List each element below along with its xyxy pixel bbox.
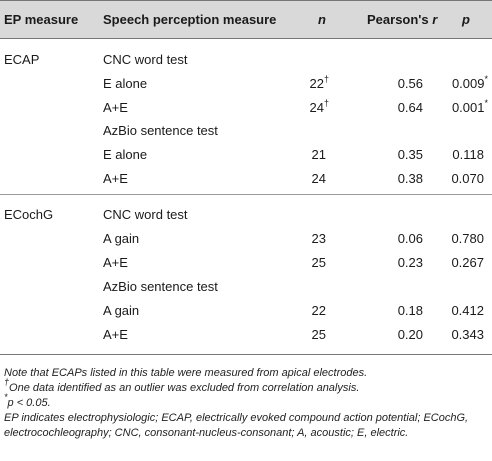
p-value-cell: 0.118: [430, 147, 484, 163]
speech-measure-cell: E alone: [103, 76, 148, 91]
ep-measure-cell: ECochG: [4, 207, 54, 222]
p-value-cell: 0.412: [430, 303, 484, 319]
p-value-cell: 0.001*: [430, 98, 488, 116]
p-value-cell: 0.070: [430, 171, 484, 187]
p-value: 0.267: [451, 255, 484, 270]
pearsons-r-cell: 0.35: [397, 147, 423, 162]
speech-measure-cell: A+E: [103, 100, 128, 115]
dagger-mark: †: [323, 98, 329, 108]
n-value: 24: [311, 171, 326, 186]
n-value: 24: [309, 100, 324, 115]
n-value: 22: [311, 303, 326, 318]
section-divider: [0, 194, 492, 195]
asterisk-mark: *: [484, 98, 488, 108]
speech-measure-cell: A+E: [103, 327, 128, 342]
header-r-variable: r: [432, 12, 438, 27]
n-value: 25: [311, 255, 326, 270]
p-value: 0.343: [451, 327, 484, 342]
table-bottom-rule: [0, 354, 492, 355]
footnote-apical: Note that ECAPs listed in this table wer…: [4, 367, 368, 379]
p-value: 0.009: [451, 76, 485, 91]
asterisk-mark: *: [4, 392, 8, 402]
pearsons-r-cell: 0.06: [397, 231, 423, 246]
n-cell: 25: [280, 327, 326, 343]
header-p: p: [462, 12, 470, 27]
header-n: n: [318, 12, 326, 27]
n-cell: 24†: [280, 98, 329, 116]
pearsons-r-cell: 0.23: [397, 255, 423, 270]
header-ep-measure: EP measure: [4, 12, 79, 27]
pearsons-r-cell: 0.38: [397, 171, 423, 186]
p-value: 0.001: [451, 100, 485, 115]
n-cell: 22: [280, 303, 326, 319]
header-pearsons-r: Pearson's r: [367, 12, 437, 28]
speech-measure-cell: A+E: [103, 171, 128, 186]
pearsons-r-cell: 0.64: [397, 100, 423, 115]
p-value-cell: 0.267: [430, 255, 484, 271]
pearsons-r-cell: 0.56: [397, 76, 423, 91]
p-value-cell: 0.780: [430, 231, 484, 247]
p-value: 0.780: [451, 231, 484, 246]
dagger-mark: †: [323, 74, 329, 84]
n-value: 21: [311, 147, 326, 162]
p-value-cell: 0.343: [430, 327, 484, 343]
pearsons-r-cell: 0.20: [397, 327, 423, 342]
speech-measure-cell: AzBio sentence test: [103, 123, 218, 138]
n-value: 25: [311, 327, 326, 342]
p-value: 0.070: [451, 171, 484, 186]
header-speech-measure: Speech perception measure: [103, 12, 277, 27]
speech-measure-cell: CNC word test: [103, 52, 188, 67]
pearsons-r-cell: 0.18: [397, 303, 423, 318]
n-cell: 23: [280, 231, 326, 247]
n-value: 22: [309, 76, 324, 91]
footnote-outlier-text: One data identified as an outlier was ex…: [9, 382, 360, 394]
ep-measure-cell: ECAP: [4, 52, 40, 67]
footnote-abbreviations: EP indicates electrophysiologic; ECAP, e…: [4, 412, 469, 439]
speech-measure-cell: E alone: [103, 147, 148, 162]
n-cell: 25: [280, 255, 326, 271]
speech-measure-cell: A gain: [103, 231, 140, 246]
p-value-cell: 0.009*: [430, 74, 488, 92]
n-cell: 24: [280, 171, 326, 187]
speech-measure-cell: A gain: [103, 303, 140, 318]
n-value: 23: [311, 231, 326, 246]
n-cell: 22†: [280, 74, 329, 92]
speech-measure-cell: CNC word test: [103, 207, 188, 222]
p-value: 0.412: [451, 303, 484, 318]
footnote-significance-text: p < 0.05.: [7, 397, 51, 409]
asterisk-mark: *: [484, 74, 488, 84]
footnote-significance: *p < 0.05.: [4, 393, 490, 411]
speech-measure-cell: AzBio sentence test: [103, 279, 218, 294]
header-pearsons-label: Pearson's: [367, 12, 433, 27]
table-footnotes: Note that ECAPs listed in this table wer…: [4, 366, 490, 441]
footnote-outlier: †One data identified as an outlier was e…: [4, 378, 490, 396]
speech-measure-cell: A+E: [103, 255, 128, 270]
n-cell: 21: [280, 147, 326, 163]
p-value: 0.118: [452, 147, 484, 162]
dagger-mark: †: [4, 377, 10, 387]
table-header-row: EP measure Speech perception measure n P…: [0, 0, 492, 39]
